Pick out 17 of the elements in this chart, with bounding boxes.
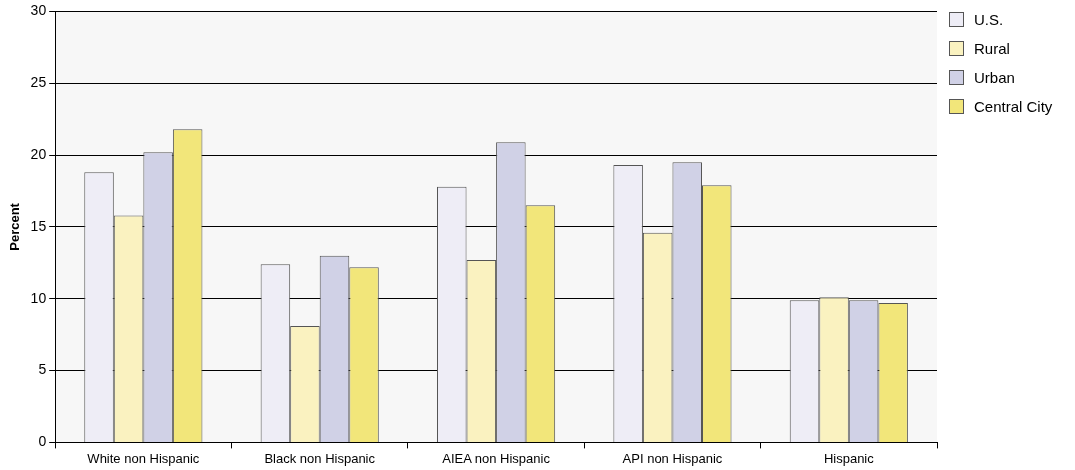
y-tick-label: 5	[38, 361, 47, 378]
legend-label: Central City	[974, 97, 1053, 115]
y-tick-label: 15	[30, 217, 47, 234]
x-tick-label: Black non Hispanic	[264, 450, 376, 466]
y-axis-title: Percent	[7, 202, 23, 251]
x-tick-label: White non Hispanic	[87, 450, 200, 466]
x-tick-label: API non Hispanic	[622, 450, 723, 466]
y-tick-label: 0	[38, 433, 47, 450]
legend-label: Rural	[974, 39, 1010, 57]
y-tick-label: 30	[30, 2, 47, 19]
legend-label: U.S.	[974, 10, 1004, 28]
x-tick-label: AIEA non Hispanic	[442, 450, 551, 466]
x-tick-label: Hispanic	[823, 450, 875, 466]
y-tick-label: 25	[30, 74, 47, 91]
y-tick-label: 20	[30, 145, 47, 162]
y-tick-label: 10	[30, 289, 47, 306]
legend-label: Urban	[974, 68, 1015, 86]
